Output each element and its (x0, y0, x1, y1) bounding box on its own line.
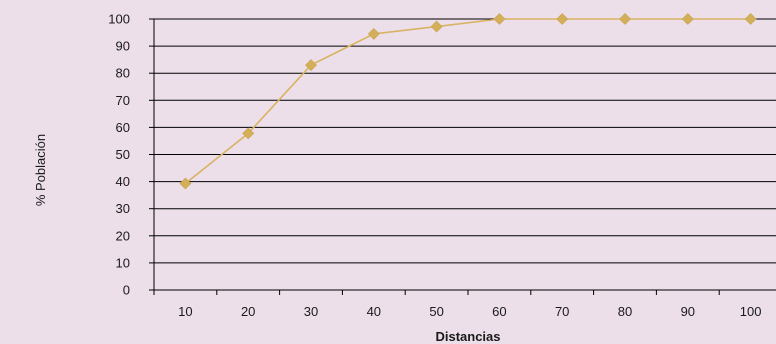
y-tick-label: 100 (108, 12, 130, 27)
gridlines (154, 18, 776, 291)
y-tick-label: 30 (116, 201, 130, 216)
data-point-marker (430, 20, 443, 33)
y-axis-title: % Población (33, 134, 48, 206)
y-tick-label: 60 (116, 120, 130, 135)
x-tick-label: 100 (740, 304, 762, 319)
x-tick-label: 70 (555, 304, 569, 319)
x-axis-title: Distancias (435, 329, 500, 344)
y-tick-labels: 0 10 20 30 40 50 60 70 80 90 100 (108, 12, 130, 298)
data-point-marker (744, 13, 757, 25)
x-tick-label: 30 (304, 304, 318, 319)
x-tick-labels: 10 20 30 40 50 60 70 80 90 100 (178, 304, 761, 319)
y-tick-label: 10 (116, 255, 130, 270)
x-tick-label: 90 (681, 304, 695, 319)
series-line (184, 18, 751, 185)
y-tick-label: 80 (116, 66, 130, 81)
data-point-marker (242, 127, 255, 140)
data-point-marker (305, 59, 317, 71)
y-tick-label: 20 (116, 228, 130, 243)
y-tick-label: 0 (123, 283, 130, 298)
y-tick-label: 40 (116, 174, 130, 189)
data-point-marker (556, 13, 569, 25)
y-tick-label: 50 (116, 147, 130, 162)
x-tick-label: 80 (618, 304, 632, 319)
x-tick-label: 60 (492, 304, 506, 319)
x-tick-label: 50 (429, 304, 443, 319)
series-group (179, 13, 757, 190)
x-tick-label: 40 (367, 304, 381, 319)
x-tick-label: 20 (241, 304, 255, 319)
data-point-marker (367, 27, 380, 40)
y-tick-label: 70 (116, 93, 130, 108)
data-point-marker (681, 13, 694, 25)
x-tick-label: 10 (178, 304, 192, 319)
axes (149, 18, 720, 295)
data-point-marker (493, 13, 506, 25)
data-point-marker (179, 177, 192, 190)
y-tick-label: 90 (116, 39, 130, 54)
data-point-marker (619, 13, 631, 25)
